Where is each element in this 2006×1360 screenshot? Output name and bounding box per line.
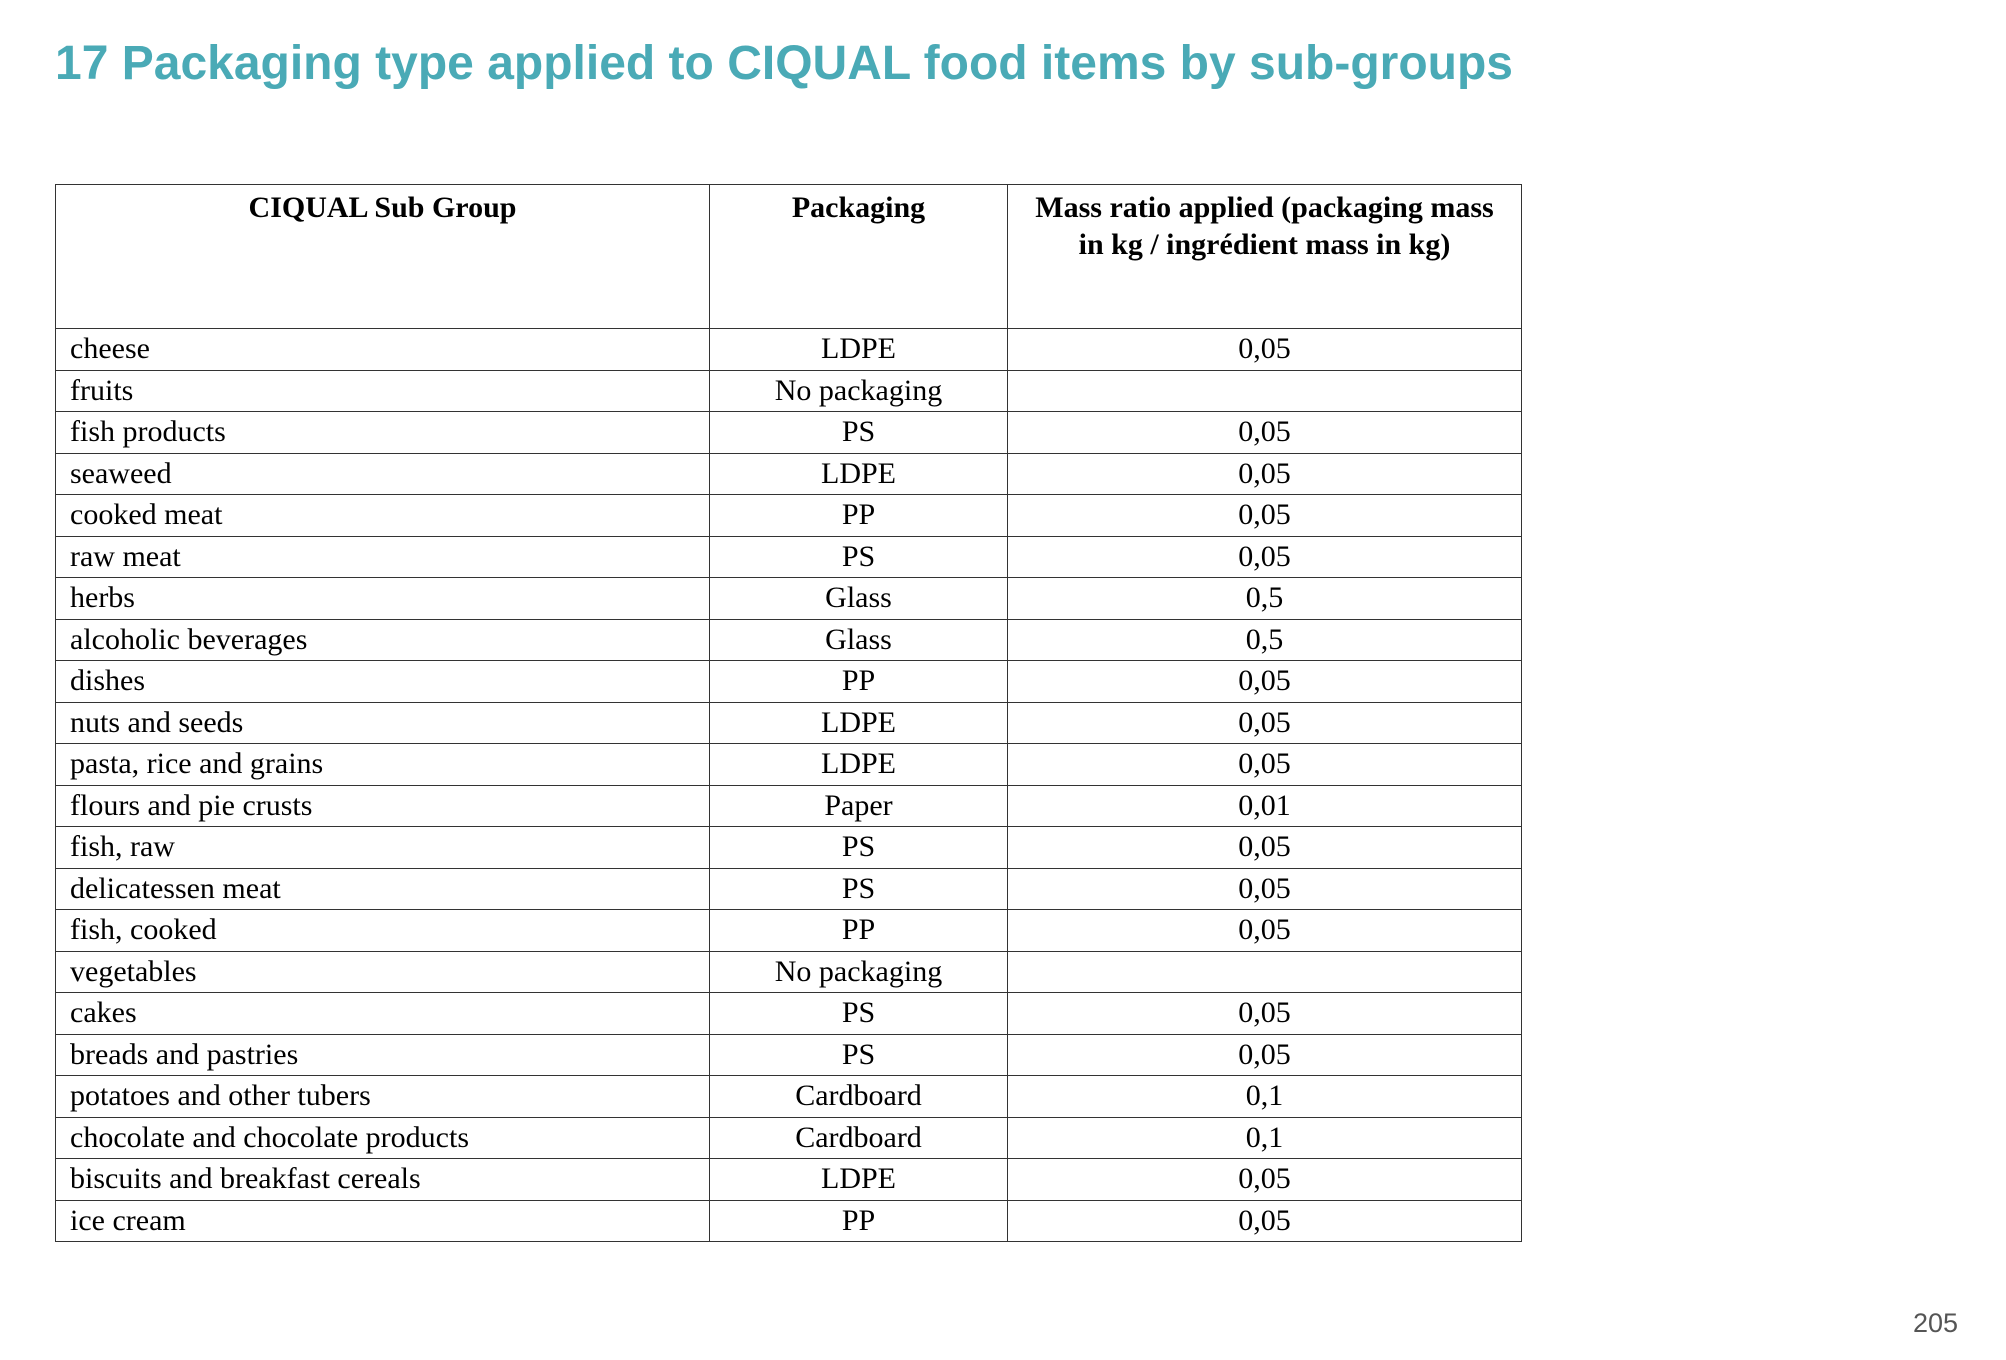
- cell-sub-group: biscuits and breakfast cereals: [55, 1158, 710, 1201]
- cell-mass-ratio: 0,05: [1007, 328, 1522, 371]
- cell-packaging: Glass: [709, 618, 1008, 661]
- cell-mass-ratio: 0,05: [1007, 452, 1522, 495]
- cell-mass-ratio: 0,01: [1007, 784, 1522, 827]
- cell-sub-group: potatoes and other tubers: [55, 1075, 710, 1118]
- header-mass-ratio: Mass ratio applied (packaging mass in kg…: [1007, 184, 1522, 329]
- table-row: nuts and seeds LDPE 0,05: [55, 701, 1522, 744]
- cell-packaging: Cardboard: [709, 1116, 1008, 1159]
- table-row: cooked meat PP 0,05: [55, 494, 1522, 537]
- cell-mass-ratio: 0,05: [1007, 909, 1522, 952]
- header-ciqual-sub-group: CIQUAL Sub Group: [55, 184, 710, 329]
- table-row: raw meat PS 0,05: [55, 535, 1522, 578]
- cell-packaging: LDPE: [709, 1158, 1008, 1201]
- cell-packaging: PS: [709, 535, 1008, 578]
- cell-mass-ratio: 0,05: [1007, 535, 1522, 578]
- cell-packaging: Paper: [709, 784, 1008, 827]
- cell-packaging: LDPE: [709, 743, 1008, 786]
- table-row: herbs Glass 0,5: [55, 577, 1522, 620]
- table-row: cheese LDPE 0,05: [55, 328, 1522, 371]
- cell-mass-ratio: 0,5: [1007, 577, 1522, 620]
- cell-sub-group: ice cream: [55, 1199, 710, 1242]
- cell-packaging: PS: [709, 411, 1008, 454]
- table-row: fish products PS 0,05: [55, 411, 1522, 454]
- cell-packaging: PS: [709, 992, 1008, 1035]
- table-row: fish, raw PS 0,05: [55, 826, 1522, 869]
- cell-packaging: No packaging: [709, 369, 1008, 412]
- cell-mass-ratio: 0,05: [1007, 660, 1522, 703]
- header-packaging: Packaging: [709, 184, 1008, 329]
- cell-packaging: PP: [709, 909, 1008, 952]
- cell-mass-ratio: [1007, 950, 1522, 993]
- cell-sub-group: chocolate and chocolate products: [55, 1116, 710, 1159]
- cell-packaging: LDPE: [709, 452, 1008, 495]
- table-row: ice cream PP 0,05: [55, 1199, 1522, 1242]
- cell-packaging: PS: [709, 867, 1008, 910]
- cell-sub-group: dishes: [55, 660, 710, 703]
- cell-mass-ratio: 0,05: [1007, 1158, 1522, 1201]
- cell-mass-ratio: 0,05: [1007, 1033, 1522, 1076]
- cell-mass-ratio: 0,1: [1007, 1075, 1522, 1118]
- cell-packaging: No packaging: [709, 950, 1008, 993]
- cell-packaging: PS: [709, 1033, 1008, 1076]
- table-row: potatoes and other tubers Cardboard 0,1: [55, 1075, 1522, 1118]
- cell-sub-group: fruits: [55, 369, 710, 412]
- cell-sub-group: breads and pastries: [55, 1033, 710, 1076]
- cell-sub-group: delicatessen meat: [55, 867, 710, 910]
- cell-sub-group: fish products: [55, 411, 710, 454]
- table-row: chocolate and chocolate products Cardboar…: [55, 1116, 1522, 1159]
- cell-sub-group: seaweed: [55, 452, 710, 495]
- cell-packaging: PP: [709, 660, 1008, 703]
- cell-mass-ratio: 0,05: [1007, 1199, 1522, 1242]
- cell-sub-group: herbs: [55, 577, 710, 620]
- table-header-row: CIQUAL Sub Group Packaging Mass ratio ap…: [55, 184, 1522, 329]
- cell-sub-group: alcoholic beverages: [55, 618, 710, 661]
- cell-sub-group: fish, raw: [55, 826, 710, 869]
- cell-packaging: PS: [709, 826, 1008, 869]
- table-row: flours and pie crusts Paper 0,01: [55, 784, 1522, 827]
- cell-packaging: PP: [709, 1199, 1008, 1242]
- table-row: delicatessen meat PS 0,05: [55, 867, 1522, 910]
- cell-sub-group: pasta, rice and grains: [55, 743, 710, 786]
- table-row: fish, cooked PP 0,05: [55, 909, 1522, 952]
- cell-packaging: Cardboard: [709, 1075, 1008, 1118]
- cell-mass-ratio: 0,05: [1007, 494, 1522, 537]
- table-body: cheese LDPE 0,05 fruits No packaging fish pro…: [55, 328, 1522, 1242]
- cell-packaging: Glass: [709, 577, 1008, 620]
- cell-packaging: LDPE: [709, 328, 1008, 371]
- cell-packaging: LDPE: [709, 701, 1008, 744]
- table-row: cakes PS 0,05: [55, 992, 1522, 1035]
- table-row: biscuits and breakfast cereals LDPE 0,05: [55, 1158, 1522, 1201]
- cell-mass-ratio: 0,05: [1007, 743, 1522, 786]
- table-row: fruits No packaging: [55, 369, 1522, 412]
- table-row: breads and pastries PS 0,05: [55, 1033, 1522, 1076]
- cell-mass-ratio: 0,05: [1007, 992, 1522, 1035]
- table-row: seaweed LDPE 0,05: [55, 452, 1522, 495]
- cell-mass-ratio: 0,05: [1007, 867, 1522, 910]
- cell-sub-group: raw meat: [55, 535, 710, 578]
- table-row: dishes PP 0,05: [55, 660, 1522, 703]
- cell-sub-group: cooked meat: [55, 494, 710, 537]
- cell-mass-ratio: 0,05: [1007, 701, 1522, 744]
- cell-sub-group: fish, cooked: [55, 909, 710, 952]
- cell-sub-group: nuts and seeds: [55, 701, 710, 744]
- cell-sub-group: vegetables: [55, 950, 710, 993]
- cell-mass-ratio: 0,5: [1007, 618, 1522, 661]
- cell-packaging: PP: [709, 494, 1008, 537]
- table-row: pasta, rice and grains LDPE 0,05: [55, 743, 1522, 786]
- packaging-table: CIQUAL Sub Group Packaging Mass ratio ap…: [55, 184, 1522, 1242]
- page-number: 205: [1912, 1308, 1958, 1338]
- table-row: vegetables No packaging: [55, 950, 1522, 993]
- page-title: 17 Packaging type applied to CIQUAL food…: [55, 37, 1513, 90]
- cell-sub-group: cheese: [55, 328, 710, 371]
- cell-mass-ratio: 0,1: [1007, 1116, 1522, 1159]
- cell-sub-group: cakes: [55, 992, 710, 1035]
- cell-mass-ratio: 0,05: [1007, 826, 1522, 869]
- cell-sub-group: flours and pie crusts: [55, 784, 710, 827]
- cell-mass-ratio: [1007, 369, 1522, 412]
- cell-mass-ratio: 0,05: [1007, 411, 1522, 454]
- table-row: alcoholic beverages Glass 0,5: [55, 618, 1522, 661]
